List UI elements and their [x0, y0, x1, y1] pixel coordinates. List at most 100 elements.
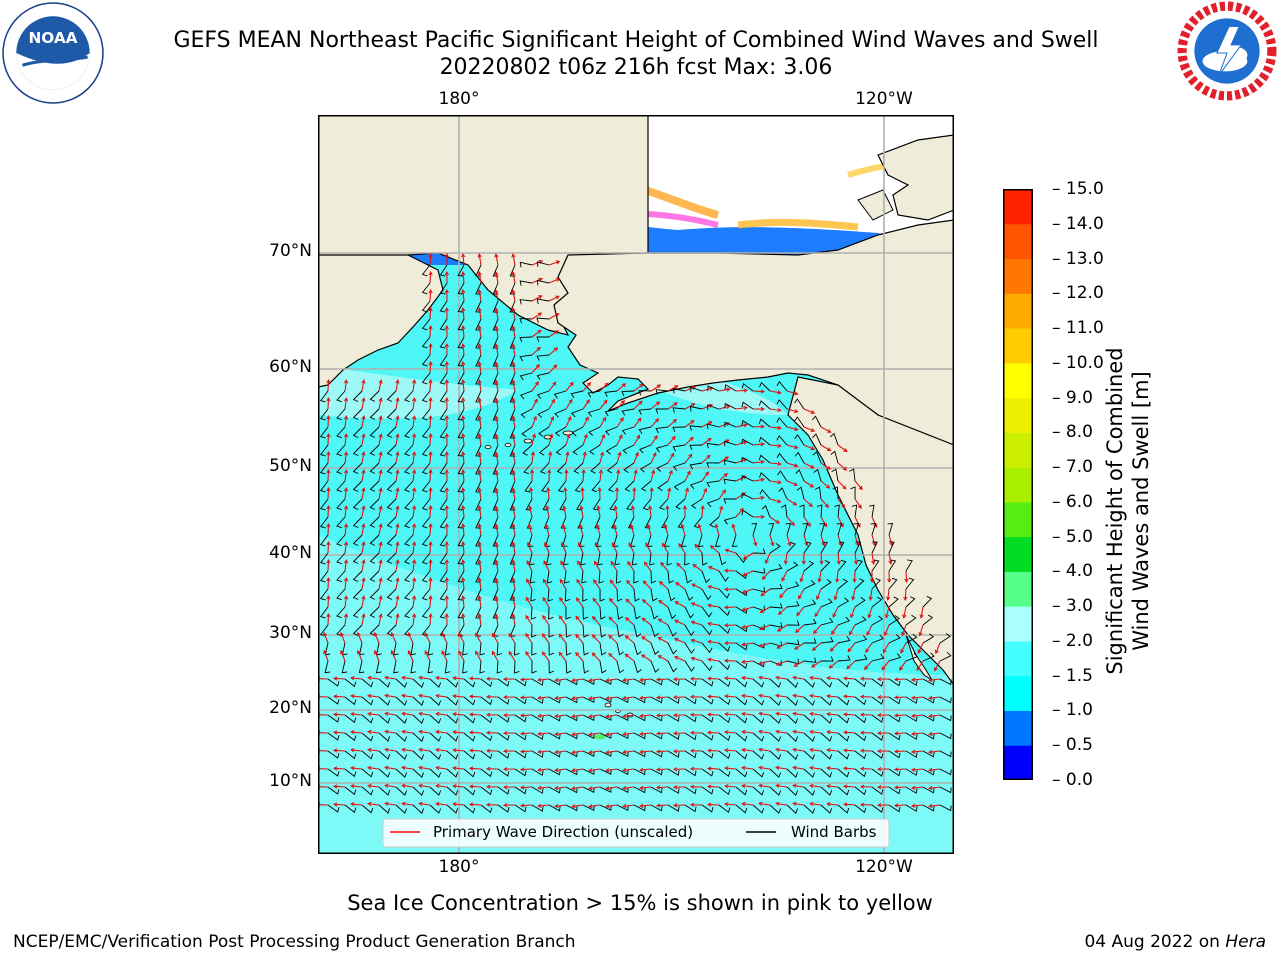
wind-barb — [794, 434, 805, 446]
wave-direction-arrowhead — [866, 631, 871, 636]
wind-barb — [404, 534, 414, 547]
wind-barb — [650, 714, 663, 722]
wave-direction-arrow — [631, 506, 635, 518]
wind-barb — [888, 804, 901, 813]
wave-direction-arrow — [786, 408, 798, 413]
wave-direction-arrow — [820, 516, 828, 527]
wind-barb — [457, 516, 465, 529]
wave-direction-arrowhead — [741, 607, 747, 612]
wave-direction-arrow — [344, 614, 347, 626]
colorbar-tick-label: – 6.0 — [1052, 491, 1093, 512]
wind-barb — [939, 750, 952, 758]
wind-barb — [794, 416, 805, 428]
wind-barb — [446, 750, 459, 760]
lon-label-top-180: 180° — [438, 89, 480, 109]
wind-barb — [701, 588, 712, 601]
wind-barb — [386, 534, 397, 546]
wave-direction-arrowhead — [657, 618, 663, 623]
wave-direction-arrow — [548, 330, 559, 338]
wave-direction-arrowhead — [554, 731, 559, 737]
wave-direction-arrow — [462, 290, 465, 302]
wind-barb — [378, 804, 391, 814]
wave-direction-arrowhead — [792, 501, 798, 506]
wave-direction-arrow — [429, 577, 432, 590]
wave-direction-arrow — [575, 652, 584, 662]
wave-direction-arrow — [462, 326, 465, 338]
wave-direction-arrow — [344, 434, 347, 446]
wind-barb — [336, 552, 346, 565]
wind-barb — [888, 596, 899, 608]
wind-barb — [609, 498, 618, 511]
wave-direction-arrow — [344, 596, 347, 608]
wave-direction-arrowhead — [634, 451, 639, 457]
wave-direction-arrow — [650, 418, 659, 428]
wave-direction-arrow — [378, 452, 382, 464]
wind-barb — [735, 732, 748, 742]
wind-barb — [871, 678, 884, 687]
wave-direction-arrow — [548, 347, 558, 356]
wave-direction-arrowhead — [401, 765, 406, 770]
wave-direction-arrow — [419, 712, 431, 716]
wind-barb — [439, 588, 448, 601]
wave-direction-arrowhead — [723, 587, 729, 592]
wind-barb — [559, 498, 567, 511]
wave-direction-arrowhead — [775, 693, 780, 698]
wave-direction-arrow — [610, 561, 618, 572]
wave-direction-arrowhead — [545, 505, 550, 510]
wave-direction-arrow — [565, 452, 569, 464]
wind-barb — [667, 714, 680, 722]
wave-direction-arrowhead — [586, 382, 592, 387]
wind-barb — [574, 480, 584, 493]
wind-barb — [735, 696, 748, 706]
wave-direction-arrow — [469, 695, 482, 698]
wave-direction-arrowhead — [384, 675, 389, 680]
wave-direction-arrow — [378, 470, 382, 482]
wave-direction-arrow — [854, 498, 862, 509]
wind-barb — [404, 606, 414, 619]
wave-direction-arrow — [512, 290, 516, 302]
colorbar-tick-label: – 3.0 — [1052, 596, 1093, 617]
wave-direction-arrow — [691, 583, 703, 590]
wave-direction-arrow — [478, 398, 482, 410]
wind-barb — [580, 552, 586, 566]
wave-direction-arrowhead — [418, 675, 423, 680]
wave-direction-arrow — [462, 614, 465, 626]
wind-barb — [735, 570, 748, 579]
wind-barb — [731, 534, 738, 548]
wave-direction-arrow — [911, 750, 924, 753]
wind-barb — [834, 504, 840, 518]
wave-direction-arrow — [478, 452, 482, 464]
wave-direction-arrowhead — [577, 541, 582, 547]
wave-direction-arrow — [871, 534, 876, 546]
wind-barb — [706, 423, 720, 430]
wave-direction-arrowhead — [444, 360, 449, 366]
wind-barb — [475, 462, 482, 475]
wind-barb — [369, 516, 380, 528]
wind-barb — [814, 486, 822, 500]
wind-barb — [446, 732, 459, 742]
wave-direction-arrow — [531, 347, 541, 356]
wave-direction-arrow — [707, 785, 720, 788]
sea-ice-note: Sea Ice Concentration > 15% is shown in … — [347, 891, 933, 915]
wind-barb — [837, 732, 850, 742]
wave-direction-arrowhead — [529, 468, 535, 474]
wind-barb — [548, 696, 561, 704]
wind-barb — [650, 624, 659, 638]
wave-direction-arrowhead — [477, 613, 482, 618]
wind-barb — [701, 606, 713, 618]
wind-barb — [475, 480, 482, 493]
wind-barb — [327, 696, 340, 705]
wave-direction-arrowhead — [532, 415, 537, 421]
wave-direction-arrowhead — [428, 558, 433, 564]
colorbar-tick-label: – 1.5 — [1052, 665, 1093, 686]
wind-barb — [429, 804, 442, 814]
wave-direction-arrow — [742, 677, 754, 680]
wave-direction-arrowhead — [775, 711, 780, 716]
wind-barb — [714, 534, 721, 548]
wave-direction-arrowhead — [343, 577, 349, 582]
wave-direction-arrowhead — [758, 660, 763, 665]
wind-barb — [386, 462, 397, 474]
wind-barb — [548, 804, 561, 812]
wave-direction-arrowhead — [502, 695, 508, 700]
wave-direction-arrowhead — [367, 783, 372, 789]
